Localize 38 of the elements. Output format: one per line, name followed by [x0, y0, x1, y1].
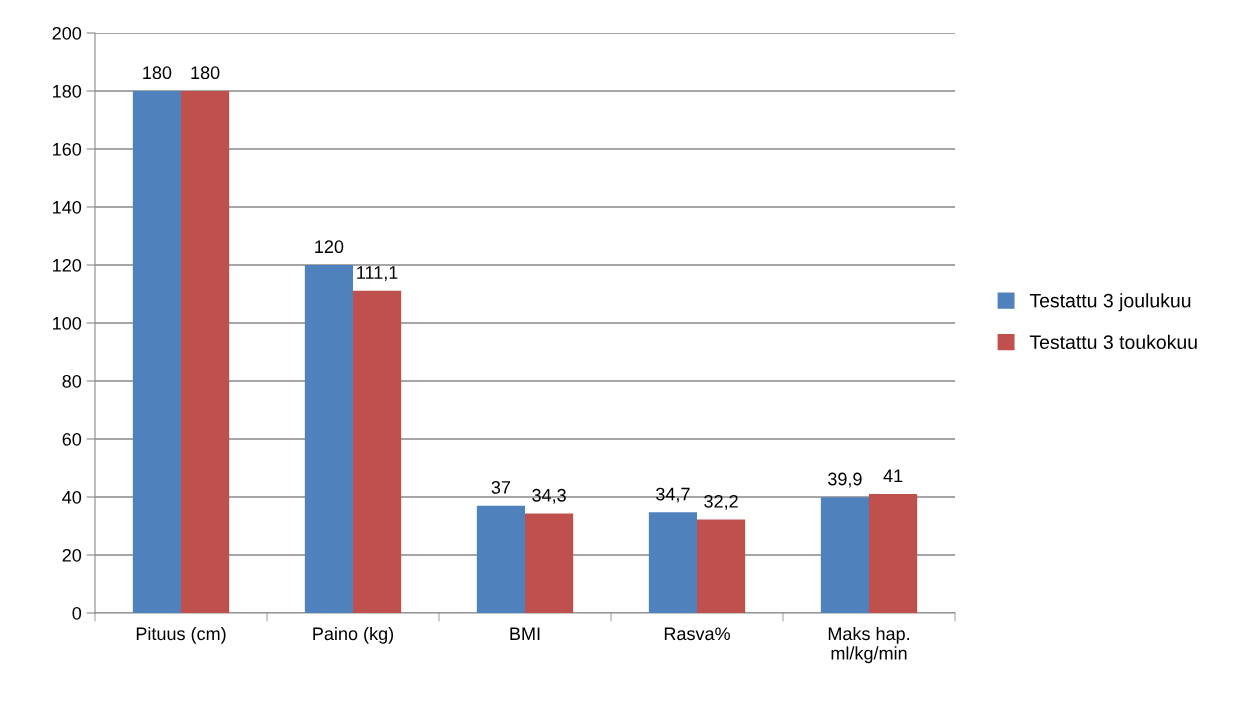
bar: [304, 265, 353, 613]
bar: [648, 512, 697, 613]
data-label: 39,9: [828, 472, 862, 488]
y-tick-label: 180: [53, 84, 82, 98]
y-tick-label: 160: [53, 142, 82, 156]
bar: [353, 290, 402, 613]
bar: [476, 505, 525, 613]
bar: [181, 91, 230, 613]
bar: [525, 513, 574, 613]
data-label: 32,2: [704, 494, 738, 510]
bar: [132, 91, 181, 613]
y-tick-label: 120: [53, 258, 82, 272]
x-tick-label: Maks hap. ml/kg/min: [828, 626, 909, 664]
data-label: 120: [315, 240, 344, 254]
x-tick-label: Pituus (cm): [136, 626, 226, 644]
data-label: 37: [491, 481, 511, 494]
y-tick-label: 140: [53, 200, 82, 214]
x-tick-label: BMI: [510, 627, 540, 640]
data-label: 180: [191, 66, 220, 80]
y-tick-label: 100: [53, 316, 82, 330]
legend-label: Testattu 3 joulukuu: [1029, 293, 1191, 312]
data-label: 34,7: [656, 487, 690, 503]
y-tick-label: 200: [52, 26, 82, 40]
y-tick-label: 60: [62, 432, 82, 446]
y-tick-label: 40: [62, 490, 82, 504]
bar: [697, 519, 746, 613]
legend-label: Testattu 3 toukokuu: [1029, 334, 1197, 350]
x-tick-label: Rasva%: [664, 627, 730, 641]
bar: [820, 497, 869, 613]
data-label: 41: [883, 469, 903, 483]
y-tick-label: 80: [62, 374, 82, 388]
x-tick-label: Paino (kg): [313, 626, 394, 644]
data-label: 180: [143, 66, 172, 80]
data-label: 34,3: [532, 488, 566, 504]
y-tick-label: 0: [72, 606, 82, 620]
data-label: 111,1: [357, 266, 398, 282]
y-tick-label: 20: [62, 548, 82, 562]
bar: [869, 494, 918, 613]
